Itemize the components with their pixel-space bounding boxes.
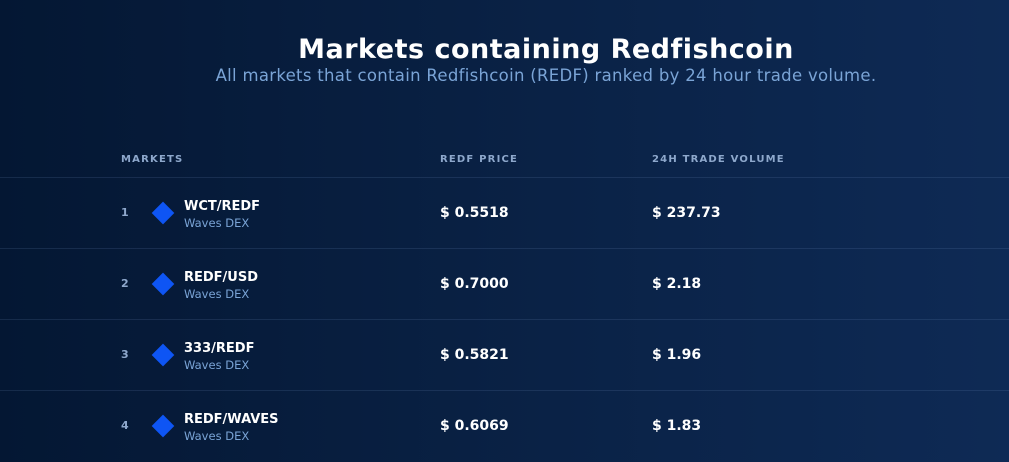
table-row[interactable]: 1 WCT/REDF Waves DEX $ 0.5518 $ 237.73 [0, 178, 1009, 249]
waves-diamond-icon [151, 414, 175, 438]
waves-diamond-icon [151, 272, 175, 296]
table-row[interactable]: 3 333/REDF Waves DEX $ 0.5821 $ 1.96 [0, 320, 1009, 391]
market-price: $ 0.5518 [440, 205, 509, 221]
row-rank: 2 [121, 277, 129, 290]
market-volume: $ 1.96 [652, 347, 702, 363]
exchange-name[interactable]: Waves DEX [184, 429, 250, 443]
table-row[interactable]: 4 REDF/WAVES Waves DEX $ 0.6069 $ 1.83 [0, 391, 1009, 462]
market-price: $ 0.6069 [440, 418, 509, 434]
page-title: Markets containing Redfishcoin [298, 34, 794, 66]
column-header-price[interactable]: REDF PRICE [440, 154, 519, 165]
row-divider [0, 390, 1009, 391]
market-pair-link[interactable]: REDF/WAVES [184, 412, 279, 427]
market-pair-link[interactable]: WCT/REDF [184, 199, 261, 214]
table-row[interactable]: 2 REDF/USD Waves DEX $ 0.7000 $ 2.18 [0, 249, 1009, 320]
exchange-name[interactable]: Waves DEX [184, 216, 250, 230]
column-header-volume[interactable]: 24H TRADE VOLUME [652, 154, 785, 165]
row-rank: 4 [121, 419, 129, 432]
row-rank: 1 [121, 206, 129, 219]
row-rank: 3 [121, 348, 129, 361]
column-header-markets[interactable]: MARKETS [121, 154, 184, 165]
market-price: $ 0.5821 [440, 347, 509, 363]
market-price: $ 0.7000 [440, 276, 509, 292]
market-volume: $ 2.18 [652, 276, 702, 292]
exchange-name[interactable]: Waves DEX [184, 287, 250, 301]
exchange-name[interactable]: Waves DEX [184, 358, 250, 372]
market-volume: $ 237.73 [652, 205, 721, 221]
header-divider [0, 177, 1009, 178]
market-pair-link[interactable]: REDF/USD [184, 270, 259, 285]
row-divider [0, 319, 1009, 320]
market-pair-link[interactable]: 333/REDF [184, 341, 255, 356]
page-subtitle: All markets that contain Redfishcoin (RE… [215, 66, 877, 85]
row-divider [0, 248, 1009, 249]
market-volume: $ 1.83 [652, 418, 702, 434]
waves-diamond-icon [151, 343, 175, 367]
waves-diamond-icon [151, 201, 175, 225]
